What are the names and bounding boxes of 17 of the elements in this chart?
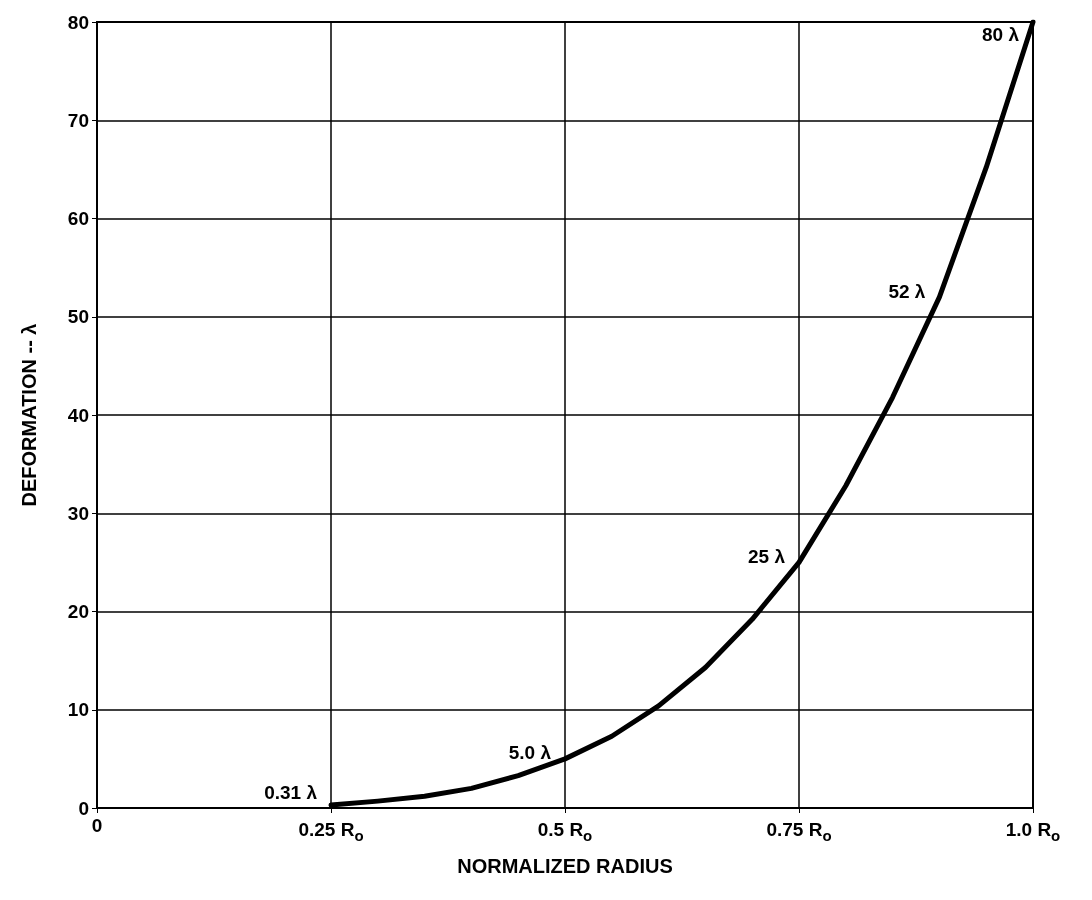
annotation: 80 λ xyxy=(982,23,1020,45)
annotation: 52 λ xyxy=(888,280,926,302)
x-axis-title: NORMALIZED RADIUS xyxy=(457,855,673,877)
annotation: 0.31 λ xyxy=(264,782,318,804)
y-tick-label: 0 xyxy=(78,797,89,819)
y-tick-label: 60 xyxy=(67,208,89,229)
y-tick-label: 30 xyxy=(67,502,89,524)
annotation: 25 λ xyxy=(748,545,786,567)
y-tick-label: 40 xyxy=(67,404,89,426)
y-tick-label: 10 xyxy=(67,699,89,721)
y-axis-title: DEFORMATION -- λ xyxy=(18,323,40,507)
y-tick-label: 50 xyxy=(67,306,89,328)
y-tick-label: 70 xyxy=(67,109,89,131)
annotation: 5.0 λ xyxy=(508,742,552,764)
x-tick-label: 0 xyxy=(91,815,103,836)
y-tick-label: 20 xyxy=(67,601,89,622)
y-tick-label: 80 xyxy=(67,11,89,33)
